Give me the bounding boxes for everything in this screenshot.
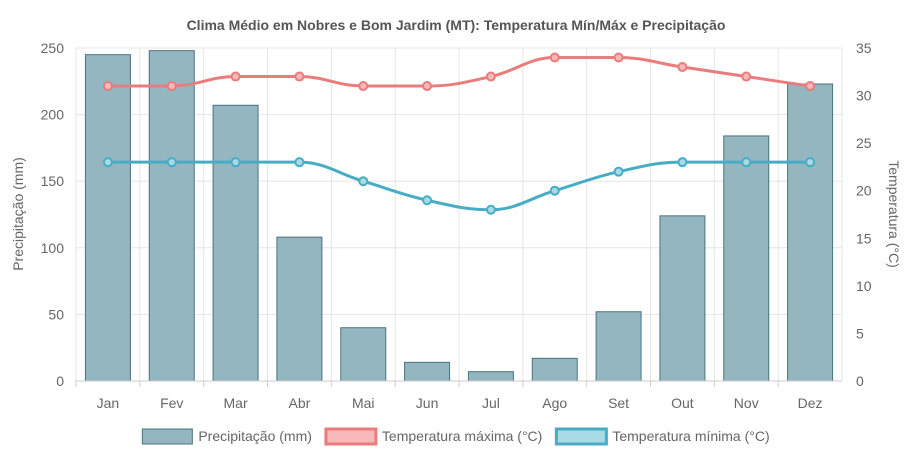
y-right-tick-label: 25: [856, 135, 872, 151]
min-temp-point-nov[interactable]: [741, 157, 752, 168]
y-right-axis-title: Temperatura (°C): [886, 160, 902, 268]
y-right-tick-label: 15: [856, 230, 872, 246]
legend-swatch-min-temp[interactable]: [554, 427, 608, 446]
x-tick-label: Ago: [542, 395, 567, 411]
x-tick-label: Dez: [798, 395, 823, 411]
max-temp-point-out[interactable]: [677, 62, 688, 73]
max-temp-point-dez[interactable]: [805, 81, 816, 92]
min-temp-point-fev[interactable]: [166, 157, 177, 168]
legend-label-max-temp[interactable]: Temperatura máxima (°C): [382, 428, 542, 444]
precipitation-bar-set[interactable]: [595, 311, 642, 382]
min-temp-point-out[interactable]: [677, 157, 688, 168]
y-left-tick-label: 150: [41, 173, 65, 189]
min-temp-point-jul[interactable]: [485, 204, 496, 215]
precipitation-bar-out[interactable]: [659, 215, 706, 382]
precipitation-bar-jul[interactable]: [467, 371, 514, 382]
max-temp-point-fev[interactable]: [166, 81, 177, 92]
x-tick-label: Jul: [482, 395, 500, 411]
legend-swatch-precipitation[interactable]: [141, 428, 193, 445]
y-right-tick-label: 10: [856, 278, 872, 294]
precipitation-bar-ago[interactable]: [531, 357, 578, 382]
max-temp-point-set[interactable]: [613, 52, 624, 63]
legend: Precipitação (mm) Temperatura máxima (°C)…: [141, 427, 770, 446]
y-left-axis-title: Precipitação (mm): [10, 157, 26, 271]
y-right-tick-label: 35: [856, 40, 872, 56]
x-tick-label: Nov: [734, 395, 759, 411]
y-left-tick-label: 50: [48, 306, 64, 322]
x-tick-label: Abr: [289, 395, 311, 411]
x-tick-label: Jun: [416, 395, 439, 411]
min-temp-point-abr[interactable]: [294, 157, 305, 168]
max-temp-point-abr[interactable]: [294, 71, 305, 82]
max-temp-point-mar[interactable]: [230, 71, 241, 82]
y-right-tick-label: 20: [856, 183, 872, 199]
precipitation-bar-dez[interactable]: [787, 83, 834, 382]
x-tick-label: Out: [671, 395, 694, 411]
y-right-tick-label: 30: [856, 88, 872, 104]
grid-lines: [75, 47, 843, 382]
x-tick-label: Set: [608, 395, 629, 411]
min-temp-point-mar[interactable]: [230, 157, 241, 168]
temperature-lines: [102, 52, 816, 215]
min-temp-point-ago[interactable]: [549, 185, 560, 196]
x-tick-label: Mai: [352, 395, 375, 411]
min-temp-point-mai[interactable]: [358, 176, 369, 187]
max-temp-point-mai[interactable]: [358, 81, 369, 92]
precipitation-bar-mar[interactable]: [212, 104, 259, 382]
precipitation-bar-nov[interactable]: [723, 135, 770, 382]
precipitation-bar-jun[interactable]: [404, 361, 451, 382]
max-temp-point-nov[interactable]: [741, 71, 752, 82]
precipitation-bar-mai[interactable]: [340, 327, 387, 382]
y-left-tick-label: 250: [41, 40, 65, 56]
y-left-tick-label: 0: [56, 373, 64, 389]
precipitation-bars: [84, 50, 834, 382]
min-temp-point-jun[interactable]: [422, 195, 433, 206]
x-tick-label: Fev: [160, 395, 183, 411]
y-right-tick-label: 5: [856, 325, 864, 341]
y-left-tick-label: 100: [41, 240, 65, 256]
x-tick-label: Mar: [224, 395, 248, 411]
precipitation-bar-fev[interactable]: [148, 50, 195, 382]
max-temp-point-jan[interactable]: [102, 81, 113, 92]
y-right-tick-label: 0: [856, 373, 864, 389]
legend-swatch-max-temp[interactable]: [324, 427, 378, 446]
min-temp-point-jan[interactable]: [102, 157, 113, 168]
max-temp-point-ago[interactable]: [549, 52, 560, 63]
legend-label-precipitation[interactable]: Precipitação (mm): [198, 428, 312, 444]
axes: Jan Fev Mar Abr Mai Jun Jul Ago Set Out Nov Dez0501…: [41, 40, 872, 411]
legend-label-min-temp[interactable]: Temperatura mínima (°C): [612, 428, 769, 444]
min-temp-point-set[interactable]: [613, 166, 624, 177]
max-temp-point-jul[interactable]: [485, 71, 496, 82]
y-left-tick-label: 200: [41, 107, 65, 123]
precipitation-bar-abr[interactable]: [276, 236, 323, 382]
max-temp-point-jun[interactable]: [422, 81, 433, 92]
x-tick-label: Jan: [97, 395, 120, 411]
chart-title: Clima Médio em Nobres e Bom Jardim (MT):…: [187, 17, 726, 33]
min-temp-point-dez[interactable]: [805, 157, 816, 168]
precipitation-bar-jan[interactable]: [84, 54, 131, 382]
